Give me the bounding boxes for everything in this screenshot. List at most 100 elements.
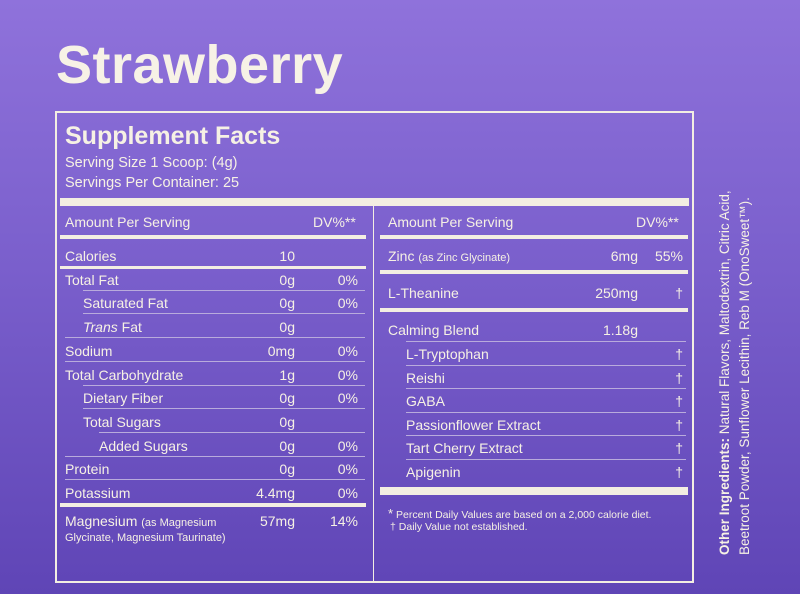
theanine-dv: †	[675, 285, 683, 301]
column-divider	[373, 206, 374, 583]
magnesium-note: (as Magnesium	[141, 517, 217, 529]
nutrient-row: Trans Fat 0g	[65, 317, 365, 340]
nutrient-amount: 0g	[279, 413, 295, 430]
blend-item-row: GABA †	[406, 391, 686, 414]
row-divider	[83, 313, 365, 315]
calming-blend-amount: 1.18g	[602, 322, 638, 338]
blend-item-dv: †	[675, 393, 683, 410]
right-header-dv: DV%**	[636, 214, 679, 230]
row-divider	[65, 360, 365, 362]
nutrient-dv: 0%	[337, 461, 358, 478]
magnesium-dv: 14%	[329, 513, 358, 529]
nutrient-amount: 0g	[279, 390, 295, 407]
serving-size: Serving Size 1 Scoop: (4g)	[65, 155, 238, 171]
nutrient-dv: 0%	[337, 295, 358, 312]
row-divider	[99, 431, 365, 433]
supplement-facts-panel: Supplement Facts Serving Size 1 Scoop: (…	[55, 111, 694, 583]
nutrient-row: Total Carbohydrate 1g 0%	[65, 365, 365, 388]
right-bottom-bar	[380, 487, 688, 495]
nutrient-label: Saturated Fat	[83, 295, 168, 312]
nutrient-amount: 10	[279, 248, 295, 264]
row-divider-thick	[60, 503, 366, 507]
theanine-row: L-Theanine 250mg †	[388, 283, 686, 306]
zinc-divider	[380, 270, 688, 274]
nutrient-row: Potassium 4.4mg 0%	[65, 483, 365, 506]
servings-per-container: Servings Per Container: 25	[65, 175, 240, 191]
magnesium-row: Magnesium (as Magnesium Glycinate, Magne…	[65, 511, 365, 549]
nutrient-label: Protein	[65, 461, 110, 478]
row-divider	[83, 289, 365, 291]
footnote-dagger: † Daily Value not established.	[390, 521, 528, 533]
nutrient-amount: 0mg	[267, 342, 295, 359]
nutrient-row: Saturated Fat 0g 0%	[65, 293, 365, 316]
blend-divider	[406, 459, 686, 460]
blend-divider	[406, 341, 686, 342]
nutrient-dv: 0%	[337, 437, 358, 454]
blend-item-dv: †	[675, 416, 683, 433]
blend-item-dv: †	[675, 440, 683, 457]
trans-italic: Trans	[83, 319, 118, 336]
left-header-dv: DV%**	[313, 214, 356, 230]
row-divider	[83, 384, 365, 386]
nutrient-row: Total Fat 0g 0%	[65, 270, 365, 293]
zinc-dv: 55%	[654, 248, 683, 264]
blend-divider	[406, 435, 686, 437]
magnesium-note-2: Glycinate, Magnesium Taurinate)	[65, 532, 226, 544]
nutrient-amount: 0g	[279, 461, 295, 478]
blend-divider	[406, 388, 686, 390]
blend-item-row: L-Tryptophan †	[406, 344, 686, 367]
row-divider	[65, 455, 365, 457]
calming-blend-row: Calming Blend 1.18g	[388, 320, 686, 343]
nutrient-amount: 0g	[279, 437, 295, 454]
blend-divider	[406, 411, 686, 413]
nutrient-dv: 0%	[337, 390, 358, 407]
right-header-amount: Amount Per Serving	[388, 214, 514, 230]
blend-item-label: Passionflower Extract	[406, 416, 541, 433]
nutrient-row: Sodium 0mg 0%	[65, 341, 365, 364]
nutrient-label: Total Fat	[65, 271, 119, 288]
panel-title: Supplement Facts	[65, 122, 281, 150]
theanine-label: L-Theanine	[388, 285, 459, 301]
row-divider	[60, 266, 366, 269]
blend-item-row: Tart Cherry Extract †	[406, 438, 686, 461]
calming-blend-label: Calming Blend	[388, 322, 480, 338]
blend-item-label: L-Tryptophan	[406, 346, 489, 362]
blend-item-dv: †	[675, 346, 683, 362]
nutrient-amount: 0g	[279, 319, 295, 336]
product-title: Strawberry	[56, 35, 344, 95]
nutrient-label: Potassium	[65, 485, 131, 501]
blend-item-dv: †	[675, 464, 683, 480]
theanine-divider	[380, 308, 688, 312]
right-header-divider	[380, 235, 688, 239]
nutrient-label: Added Sugars	[99, 437, 188, 454]
blend-item-label: Apigenin	[406, 464, 461, 480]
nutrient-row: Protein 0g 0%	[65, 459, 365, 482]
zinc-note: (as Zinc Glycinate)	[418, 252, 511, 264]
zinc-row: Zinc (as Zinc Glycinate) 6mg 55%	[388, 246, 686, 269]
other-ingredients-label: Other Ingredients:	[717, 437, 732, 555]
footnote-percent-text: Percent Daily Values are based on a 2,00…	[395, 509, 652, 521]
nutrient-row: Dietary Fiber 0g 0%	[65, 388, 365, 411]
magnesium-amount: 57mg	[259, 513, 295, 529]
nutrient-dv: 0%	[337, 485, 358, 501]
nutrient-label: Calories	[65, 248, 117, 264]
theanine-amount: 250mg	[595, 285, 638, 301]
nutrient-row: Calories 10	[65, 246, 365, 269]
nutrient-label: Total Carbohydrate	[65, 366, 184, 383]
nutrient-dv: 0%	[337, 271, 358, 288]
blend-item-dv: †	[675, 369, 683, 386]
left-header-amount: Amount Per Serving	[65, 214, 191, 230]
magnesium-label: Magnesium	[65, 513, 138, 529]
blend-item-row: Apigenin †	[406, 462, 686, 485]
blend-item-row: Passionflower Extract †	[406, 415, 686, 438]
nutrient-dv: 0%	[337, 342, 358, 359]
footnote-dagger-mark: †	[390, 521, 396, 533]
row-divider	[65, 479, 365, 481]
nutrient-amount: 0g	[279, 295, 295, 312]
nutrient-dv: 0%	[337, 366, 358, 383]
blend-item-label: Tart Cherry Extract	[406, 440, 523, 457]
zinc-label: Zinc	[388, 248, 415, 264]
blend-item-row: Reishi †	[406, 368, 686, 391]
zinc-amount: 6mg	[610, 248, 638, 264]
nutrient-label: Dietary Fiber	[83, 390, 164, 407]
